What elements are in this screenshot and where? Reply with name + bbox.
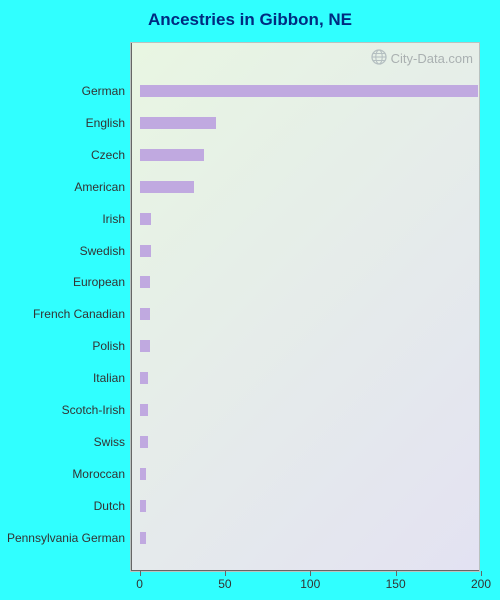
bar: [140, 372, 149, 384]
watermark: City-Data.com: [371, 49, 473, 68]
y-tick-label: Moroccan: [72, 467, 131, 481]
bar: [140, 213, 152, 225]
y-tick-label: Polish: [92, 339, 131, 353]
plot-area: City-Data.com GermanEnglishCzechAmerican…: [130, 42, 480, 572]
y-tick-label: French Canadian: [33, 307, 131, 321]
x-tick-label: 50: [218, 571, 231, 591]
y-tick-label: Swedish: [80, 244, 131, 258]
chart-title: Ancestries in Gibbon, NE: [0, 10, 500, 30]
bar: [140, 436, 149, 448]
y-axis-line: [131, 43, 132, 571]
x-tick-label: 0: [136, 571, 143, 591]
bar: [140, 276, 150, 288]
bar: [140, 404, 149, 416]
y-tick-label: Czech: [91, 148, 131, 162]
y-tick-label: American: [74, 180, 131, 194]
y-tick-label: German: [82, 84, 131, 98]
bar: [140, 85, 478, 97]
x-tick-label: 150: [386, 571, 406, 591]
y-tick-label: Dutch: [94, 499, 131, 513]
bar: [140, 340, 150, 352]
bar: [140, 149, 205, 161]
bar: [140, 500, 147, 512]
y-tick-label: Pennsylvania German: [7, 531, 131, 545]
bar: [140, 468, 147, 480]
bar: [140, 181, 195, 193]
globe-icon: [371, 49, 387, 68]
x-tick-label: 200: [471, 571, 491, 591]
y-tick-label: Italian: [93, 371, 131, 385]
y-tick-label: European: [73, 275, 131, 289]
bar: [140, 308, 150, 320]
bar: [140, 245, 152, 257]
bar: [140, 117, 217, 129]
y-tick-label: Swiss: [94, 435, 131, 449]
y-tick-label: Irish: [102, 212, 131, 226]
y-tick-label: English: [86, 116, 131, 130]
bar: [140, 532, 147, 544]
x-tick-label: 100: [300, 571, 320, 591]
page-root: Ancestries in Gibbon, NE City-Data.com G…: [0, 0, 500, 600]
watermark-text: City-Data.com: [391, 51, 473, 66]
y-tick-label: Scotch-Irish: [62, 403, 131, 417]
